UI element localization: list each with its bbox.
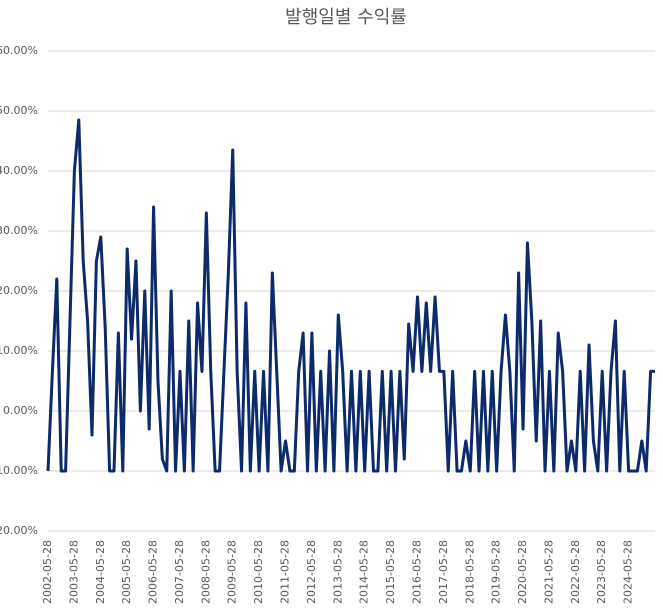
x-tick-label: 2020-05-28 [516,540,529,604]
x-tick-label: 2021-05-28 [542,540,555,604]
x-tick-label: 2003-05-28 [67,540,80,604]
x-tick-label: 2011-05-28 [279,540,292,604]
x-tick-label: 2006-05-28 [147,540,160,604]
y-tick-label: 20.00% [0,284,38,297]
y-tick-label: -10.00% [0,464,38,477]
x-tick-label: 2023-05-28 [595,540,608,604]
y-tick-label: 30.00% [0,224,38,237]
x-tick-label: 2004-05-28 [94,540,107,604]
x-tick-label: 2012-05-28 [305,540,318,604]
x-tick-label: 2019-05-28 [490,540,503,604]
x-tick-label: 2008-05-28 [199,540,212,604]
x-tick-label: 2010-05-28 [252,540,265,604]
x-tick-label: 2002-05-28 [41,540,54,604]
x-tick-label: 2017-05-28 [437,540,450,604]
x-tick-label: 2013-05-28 [331,540,344,604]
x-tick-label: 2014-05-28 [358,540,371,604]
x-tick-label: 2009-05-28 [226,540,239,604]
x-tick-label: 2024-05-28 [622,540,635,604]
chart-title: 발행일별 수익률 [285,7,407,28]
x-tick-label: 2018-05-28 [463,540,476,604]
data-line [46,118,655,473]
x-tick-label: 2022-05-28 [569,540,582,604]
x-tick-label: 2015-05-28 [384,540,397,604]
y-tick-label: 50.00% [0,104,38,117]
y-tick-label: 10.00% [0,344,38,357]
y-tick-label: 60.00% [0,44,38,57]
x-tick-label: 2007-05-28 [173,540,186,604]
y-tick-label: -20.00% [0,524,38,537]
x-tick-label: 2005-05-28 [120,540,133,604]
y-tick-label: 40.00% [0,164,38,177]
y-tick-label: 0.00% [3,404,38,417]
x-tick-label: 2016-05-28 [410,540,423,604]
